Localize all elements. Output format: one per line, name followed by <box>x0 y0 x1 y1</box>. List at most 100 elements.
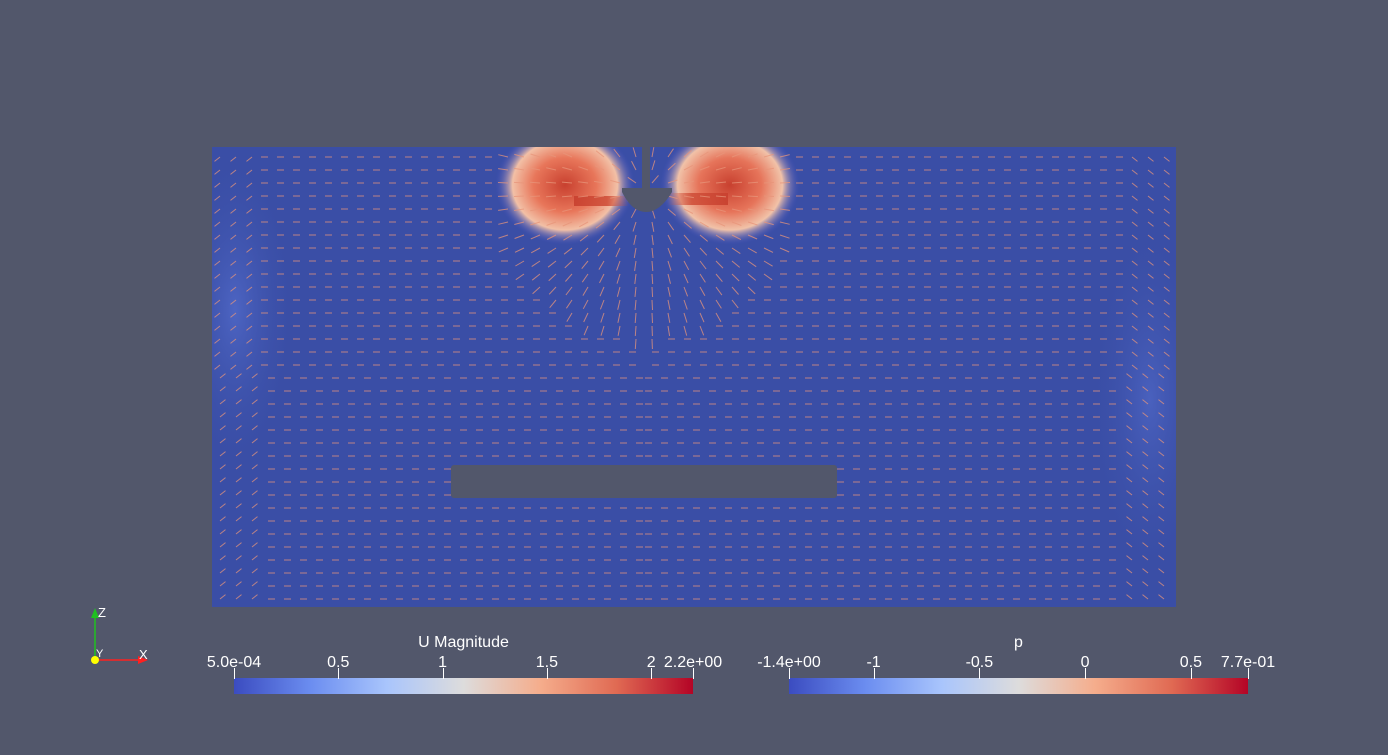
velocity-glyph <box>611 163 621 171</box>
velocity-glyph <box>230 260 237 266</box>
u-tick-label: 2 <box>646 654 656 671</box>
velocity-glyph <box>1142 542 1149 548</box>
velocity-glyph <box>1131 169 1138 175</box>
velocity-glyph <box>651 234 654 245</box>
velocity-glyph <box>1126 451 1133 457</box>
velocity-glyph <box>667 247 672 258</box>
p-tick-label: 0.5 <box>1179 654 1202 671</box>
velocity-glyph <box>715 312 722 322</box>
p-tick-label: 0 <box>1080 654 1090 671</box>
velocity-glyph <box>563 234 573 241</box>
velocity-glyph <box>1147 247 1154 253</box>
velocity-glyph <box>699 195 710 198</box>
velocity-glyph <box>594 180 605 184</box>
velocity-glyph <box>235 425 242 431</box>
velocity-glyph <box>219 425 226 431</box>
velocity-glyph <box>1142 516 1149 522</box>
velocity-glyph <box>1131 286 1138 292</box>
velocity-glyph <box>731 181 743 184</box>
velocity-glyph <box>583 312 589 323</box>
velocity-glyph <box>747 208 758 212</box>
velocity-glyph <box>1131 312 1138 318</box>
velocity-glyph <box>1142 399 1149 405</box>
velocity-glyph <box>1126 503 1133 509</box>
velocity-glyph <box>219 555 226 561</box>
velocity-glyph <box>747 260 757 268</box>
velocity-glyph <box>566 312 573 322</box>
velocity-glyph <box>219 438 226 444</box>
velocity-glyph <box>1126 516 1133 522</box>
velocity-glyph <box>246 338 253 344</box>
velocity-glyph <box>763 195 775 197</box>
velocity-glyph <box>246 195 253 201</box>
velocity-glyph <box>514 221 525 225</box>
y-axis-dot <box>91 656 99 664</box>
left-wall-glow <box>212 150 295 470</box>
pressure-colorbar[interactable]: p -1.4e+00 -1 -0.5 0 0.5 7.7e-01 <box>757 634 1275 700</box>
velocity-glyph <box>498 221 509 225</box>
velocity-glyph <box>235 451 242 457</box>
velocity-glyph <box>616 260 621 271</box>
velocity-glyph <box>1158 386 1165 392</box>
velocity-glyph <box>683 208 694 214</box>
velocity-glyph <box>561 195 573 198</box>
velocity-glyph <box>763 234 774 240</box>
velocity-glyph <box>731 286 739 295</box>
velocity-glyph <box>546 221 557 226</box>
velocity-glyph <box>651 299 653 311</box>
velocity-glyph <box>1158 516 1165 522</box>
velocity-glyph <box>580 247 589 256</box>
velocity-glyph <box>230 312 237 318</box>
velocity-glyph <box>230 351 237 357</box>
velocity-glyph <box>246 351 253 357</box>
velocity-glyph <box>251 555 258 561</box>
velocity-glyph <box>1158 594 1165 600</box>
u-magnitude-gradient <box>234 678 693 694</box>
velocity-glyph <box>667 299 671 310</box>
velocity-glyph <box>513 181 525 184</box>
velocity-glyph <box>529 181 541 184</box>
velocity-glyph <box>779 234 790 239</box>
velocity-glyph <box>747 247 757 254</box>
velocity-glyph <box>763 167 774 171</box>
velocity-glyph <box>529 195 541 198</box>
velocity-glyph <box>715 166 726 171</box>
velocity-glyph <box>779 221 790 225</box>
p-tick-mark <box>789 668 790 679</box>
velocity-glyph <box>230 247 237 253</box>
y-axis-label: Y <box>96 648 104 660</box>
velocity-glyph <box>1158 490 1165 496</box>
velocity-glyph <box>747 195 759 198</box>
velocity-glyph <box>562 152 573 158</box>
p-tick-mark <box>1190 668 1192 679</box>
velocity-glyph <box>1163 156 1170 162</box>
velocity-glyph <box>667 273 671 284</box>
velocity-glyph <box>715 286 723 296</box>
velocity-glyph <box>731 247 741 255</box>
u-magnitude-colorbar[interactable]: U Magnitude 5.0e-04 0.5 1 1.5 2 2.2e+00 <box>207 634 722 700</box>
velocity-glyph <box>1126 555 1133 561</box>
velocity-glyph <box>1158 425 1165 431</box>
velocity-glyph <box>634 312 637 324</box>
velocity-glyph <box>514 167 525 171</box>
velocity-glyph <box>545 195 557 198</box>
velocity-glyph <box>667 162 676 171</box>
velocity-glyph <box>715 208 726 213</box>
velocity-glyph <box>214 286 221 292</box>
velocity-glyph <box>1126 594 1133 600</box>
velocity-glyph <box>230 273 237 279</box>
velocity-glyph <box>1142 412 1149 418</box>
velocity-glyph <box>214 195 221 201</box>
velocity-glyph <box>699 166 710 171</box>
velocity-glyph <box>1147 208 1154 214</box>
velocity-glyph <box>630 208 637 219</box>
velocity-glyph <box>1158 412 1165 418</box>
velocity-glyph <box>763 181 775 184</box>
velocity-glyph <box>617 325 621 336</box>
velocity-glyph <box>667 195 678 200</box>
velocity-glyph <box>1163 273 1170 279</box>
velocity-glyph <box>235 503 242 509</box>
velocity-glyph <box>214 156 221 162</box>
